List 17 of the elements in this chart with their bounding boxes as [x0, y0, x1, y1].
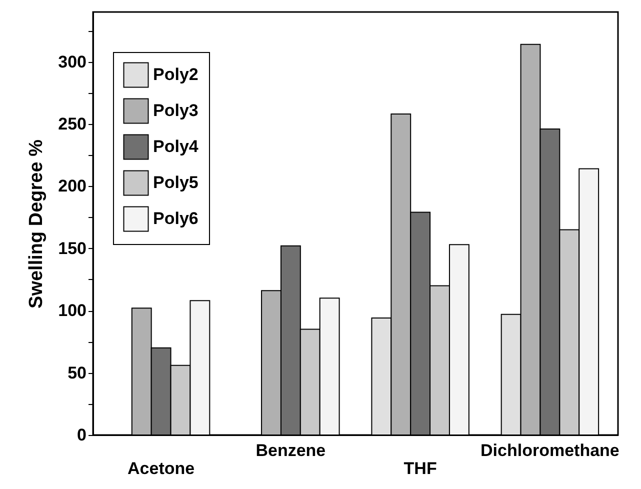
y-tick-label: 0	[77, 426, 86, 444]
x-tick-label: Benzene	[256, 441, 326, 460]
y-tick-label: 150	[58, 238, 86, 258]
legend-label: Poly2	[153, 65, 198, 84]
x-tick-label: THF	[404, 459, 437, 478]
y-tick-label: 250	[58, 114, 86, 134]
legend-label: Poly4	[153, 137, 199, 156]
x-tick-label: Dichloromethane	[480, 441, 620, 460]
y-tick-label: 200	[58, 176, 86, 196]
y-tick-label: 300	[58, 52, 86, 72]
x-tick-label: Acetone	[128, 459, 195, 478]
legend-label: Poly3	[153, 101, 198, 120]
y-tick-label: 100	[58, 301, 86, 320]
legend-label: Poly5	[153, 173, 198, 192]
legend-label: Poly6	[153, 209, 198, 228]
y-axis-title: Swelling Degree %	[26, 139, 48, 308]
y-tick-label: 50	[68, 363, 86, 382]
